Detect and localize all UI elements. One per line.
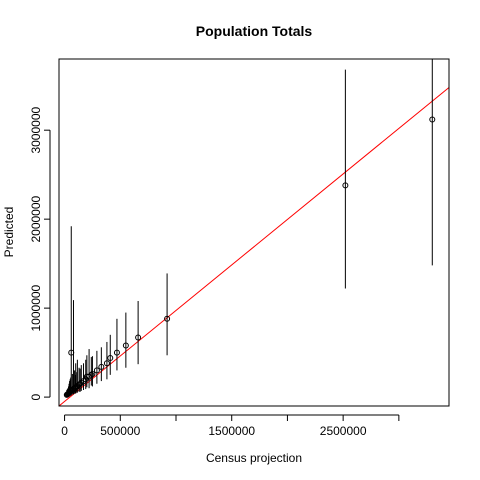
- data-point-2: [164, 315, 171, 322]
- plot-layer: [58, 59, 450, 407]
- data-point-34: [88, 371, 95, 378]
- data-point-3: [135, 334, 142, 341]
- x-tick-label-3: 1500000: [208, 424, 255, 438]
- plot-frame: [58, 58, 450, 407]
- data-point-9: [93, 367, 100, 374]
- y-tick-label-0: 0: [29, 393, 43, 400]
- data-point-33: [72, 385, 79, 392]
- data-point-4: [122, 342, 129, 349]
- chart-title: Population Totals: [196, 23, 313, 39]
- y-tick-label-3: 3000000: [29, 106, 43, 153]
- reference-line: [58, 87, 450, 407]
- data-point-6: [107, 354, 114, 361]
- data-point-29: [63, 391, 70, 398]
- data-point-0: [429, 116, 436, 123]
- y-axis-label: Predicted: [2, 207, 16, 258]
- x-axis-label: Census projection: [206, 451, 302, 465]
- x-tick-label-0: 0: [61, 424, 68, 438]
- data-point-5: [113, 349, 120, 356]
- x-tick-label-1: 500000: [100, 424, 140, 438]
- axes-layer: 0 500000 1500000 2500000 0 1000000 2000000 3000…: [29, 106, 400, 438]
- y-tick-label-1: 1000000: [29, 284, 43, 331]
- y-tick-label-2: 2000000: [29, 195, 43, 242]
- data-point-8: [98, 363, 105, 370]
- data-point-21: [68, 349, 75, 356]
- data-point-1: [342, 182, 349, 189]
- x-tick-label-5: 2500000: [320, 424, 367, 438]
- data-point-7: [103, 360, 110, 367]
